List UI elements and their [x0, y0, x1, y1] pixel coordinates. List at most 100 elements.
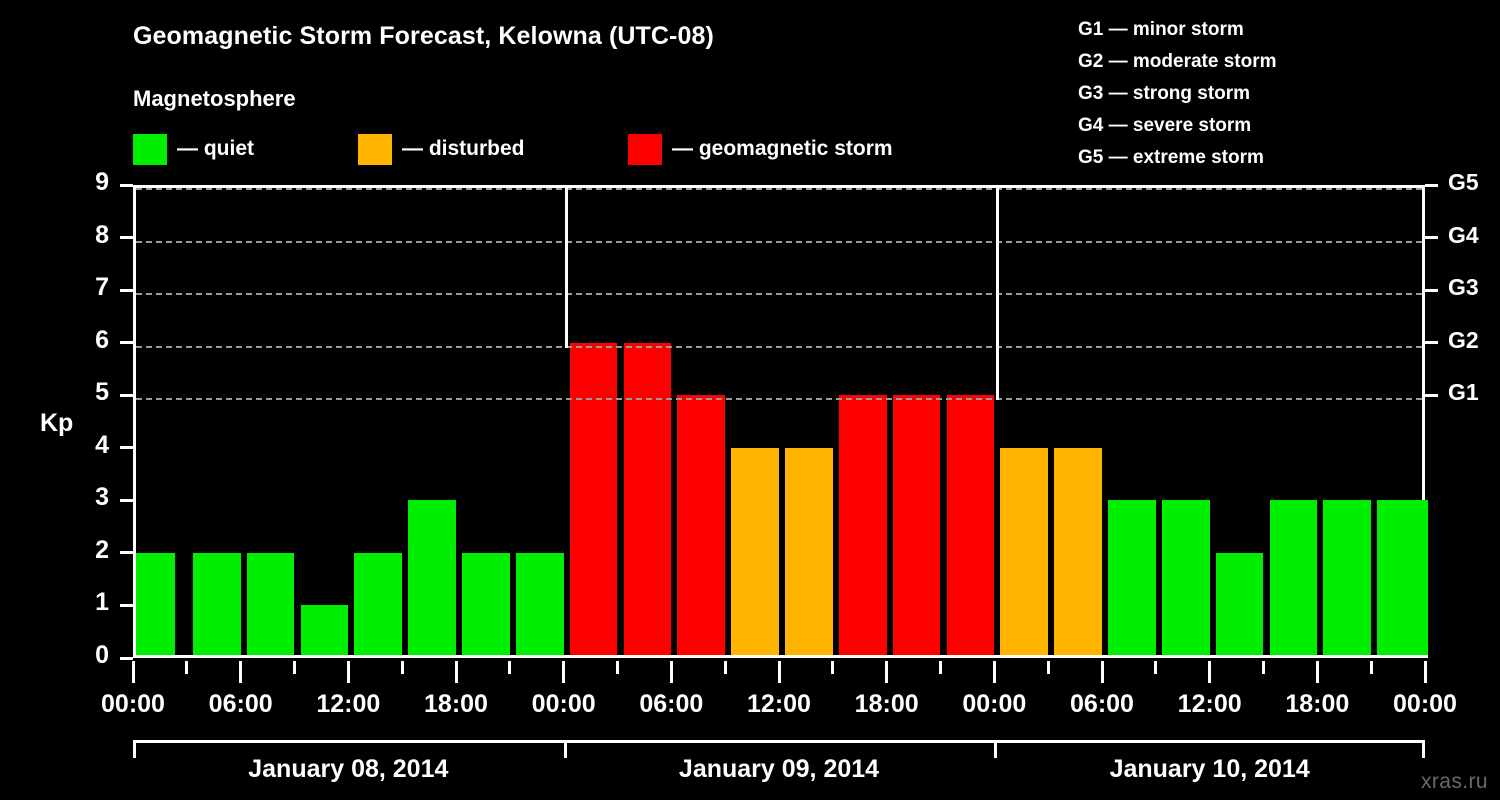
y-axis-label-9: 9: [95, 168, 109, 196]
y-axis-label-5: 5: [95, 378, 109, 407]
bar: [192, 552, 241, 658]
bar: [136, 552, 175, 658]
y-axis-tick-9: [120, 183, 133, 187]
y-axis-tick-8: [120, 236, 133, 240]
x-axis-tick-9: [616, 661, 619, 674]
x-axis-label-12: 00:00: [1393, 690, 1457, 718]
legend-label-quiet: — quiet: [177, 137, 254, 160]
legend-item-disturbed: — disturbed: [358, 133, 525, 165]
legend-swatch-geomagnetic-storm: [628, 133, 662, 165]
bar: [1269, 500, 1318, 658]
bar: [677, 395, 726, 658]
y-axis-label-0: 0: [95, 641, 109, 669]
y-axis-title: Kp: [40, 409, 74, 437]
bar: [1000, 447, 1049, 658]
bar: [462, 552, 510, 658]
g-axis-label-g4: G4: [1448, 221, 1479, 248]
x-axis-tick-14: [885, 661, 889, 683]
page-title: Geomagnetic Storm Forecast, Kelowna (UTC…: [133, 22, 714, 50]
g-scale-row-g5: G5 — extreme storm: [1078, 147, 1264, 168]
bar: [1054, 447, 1102, 658]
x-axis-label-7: 18:00: [854, 690, 919, 718]
y-axis-tick-4: [120, 446, 133, 450]
x-axis-tick-13: [831, 661, 835, 674]
y-axis-label-6: 6: [95, 325, 109, 354]
x-axis-tick-1: [185, 661, 189, 674]
bar: [785, 447, 833, 658]
x-axis-label-6: 12:00: [747, 690, 811, 718]
bar: [1215, 552, 1264, 658]
day-label-1: January 08, 2014: [248, 755, 449, 783]
y-axis-label-3: 3: [95, 483, 109, 512]
bar: [408, 500, 456, 658]
x-axis-tick-21: [1262, 661, 1265, 674]
g-axis-label-g1: G1: [1448, 379, 1479, 406]
y-axis-tick-7: [120, 288, 133, 292]
bar: [515, 552, 564, 658]
x-axis-label-10: 12:00: [1177, 690, 1242, 718]
g-axis-label-g2: G2: [1448, 326, 1479, 353]
g-scale-row-g1: G1 — minor storm: [1078, 19, 1244, 40]
g-scale-row-g3: G3 — strong storm: [1078, 83, 1251, 104]
g-scale-row-g2: G2 — moderate storm: [1078, 51, 1277, 72]
g-axis-tick-g4: [1425, 236, 1438, 240]
bar: [1161, 500, 1210, 658]
x-axis-tick-4: [346, 661, 350, 683]
g-axis-tick-g3: [1425, 288, 1438, 292]
x-axis-tick-16: [992, 661, 996, 683]
x-axis-label-3: 18:00: [424, 690, 488, 718]
bar: [838, 395, 887, 658]
x-axis-label-1: 06:00: [208, 690, 273, 718]
bar: [1108, 500, 1156, 658]
x-axis-tick-22: [1315, 661, 1319, 683]
x-axis-tick-5: [400, 661, 404, 674]
gridline-kp-7: [136, 293, 1422, 296]
y-axis-label-7: 7: [95, 273, 109, 302]
gridline-kp-6: [136, 345, 1422, 348]
x-axis-tick-11: [723, 661, 727, 674]
x-axis-tick-20: [1208, 661, 1212, 683]
x-axis-tick-0: [131, 661, 135, 683]
x-axis-label-11: 18:00: [1285, 690, 1350, 718]
x-axis-tick-12: [777, 661, 781, 683]
day-separator-2: [995, 188, 999, 401]
gridline-kp-9: [136, 188, 1422, 190]
legend-label-geomagnetic-storm: — geomagnetic storm: [672, 137, 893, 160]
g-axis-tick-g2: [1425, 341, 1438, 345]
legend-item-quiet: — quiet: [133, 133, 254, 165]
x-axis-tick-6: [454, 661, 458, 683]
day-bracket-cap-left-1: [133, 740, 136, 758]
g-axis-tick-g5: [1425, 183, 1438, 187]
y-axis-tick-3: [120, 498, 133, 502]
gridline-kp-5: [136, 398, 1422, 401]
day-bracket-cap-left-3: [994, 740, 998, 758]
x-axis-tick-17: [1046, 661, 1050, 674]
g-scale-legend: G1 — minor storm G2 — moderate storm G3 — …: [1078, 14, 1277, 174]
bar: [300, 605, 349, 658]
bar-series: [136, 188, 1428, 658]
day-bracket-cap-right-3: [1422, 740, 1425, 758]
bar: [354, 552, 403, 658]
bar: [623, 342, 672, 658]
x-axis-baseline: [133, 655, 1428, 658]
bar: [246, 552, 295, 658]
y-axis-label-4: 4: [95, 430, 109, 459]
y-axis-label-2: 2: [95, 535, 109, 564]
x-axis-label-2: 12:00: [316, 690, 381, 718]
bar: [569, 342, 618, 658]
day-label-3: January 10, 2014: [1109, 755, 1310, 783]
y-axis-tick-1: [120, 603, 133, 607]
legend-swatch-disturbed: [358, 133, 392, 165]
g-axis-label-g3: G3: [1448, 274, 1479, 301]
day-bracket-2: [563, 740, 995, 743]
x-axis-tick-24: [1423, 661, 1427, 683]
y-axis-tick-6: [120, 341, 133, 345]
bar: [1323, 500, 1372, 658]
y-axis-tick-2: [120, 551, 133, 555]
x-axis-tick-3: [293, 661, 296, 674]
x-axis-tick-18: [1100, 661, 1104, 683]
bar: [1377, 500, 1428, 658]
bar: [946, 395, 995, 658]
x-axis-label-0: 00:00: [101, 690, 165, 718]
plot-area: [133, 185, 1428, 658]
